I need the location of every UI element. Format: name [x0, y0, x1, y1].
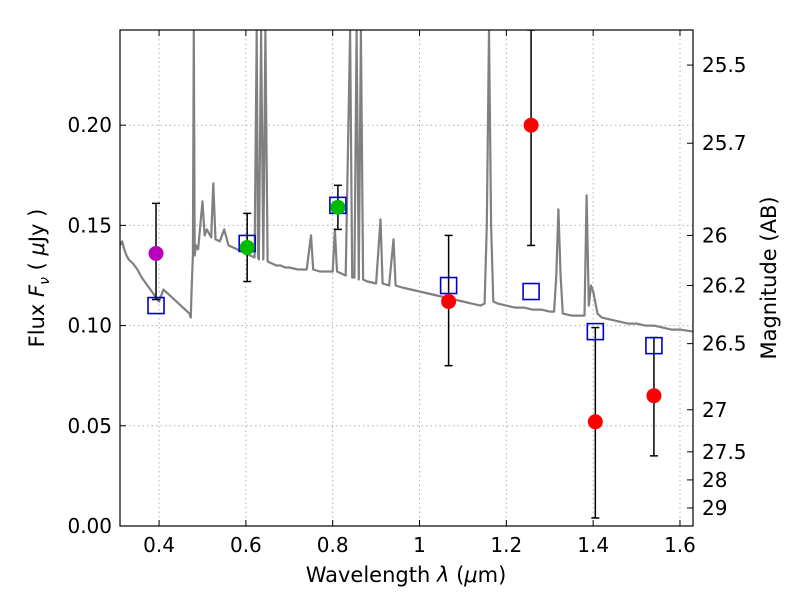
y-axis-label: Flux Fν ( μJy ): [25, 209, 53, 348]
model-spectrum-layer: [120, 30, 693, 333]
magnitude-tick-label: 27: [702, 398, 727, 422]
model-photometry-point: [439, 276, 458, 295]
ticks: 0.4 0.6 0.8 1 1.2 1.4 1.6 0.00 0.05 0.10 0.15 0.20 2…: [67, 30, 747, 557]
model-photometry-point: [522, 282, 540, 301]
magnitude-tick-label: 26.5: [702, 332, 747, 356]
plot-frame: [119, 29, 694, 527]
y-tick-label: 0.15: [67, 213, 112, 237]
x-tick-label: 0.8: [317, 533, 349, 557]
y-tick-label: 0.10: [67, 314, 112, 338]
observed-photometry-point: [646, 388, 662, 404]
magnitude-tick-label: 27.5: [702, 440, 747, 464]
observed-photometry-point: [523, 117, 539, 133]
data-points: [147, 117, 663, 430]
model-photometry-point: [586, 322, 605, 341]
x-tick-label: 0.4: [143, 533, 175, 557]
observed-photometry-point: [330, 199, 346, 215]
x-tick-label: 1.2: [490, 533, 522, 557]
observed-photometry-point: [441, 294, 457, 310]
magnitude-tick-label: 26: [702, 223, 727, 247]
observed-photometry-point: [148, 245, 164, 261]
y-axis-right-label: Magnitude (AB): [757, 196, 781, 359]
model-photometry-point: [645, 336, 663, 355]
y-tick-label: 0.20: [67, 113, 112, 137]
x-tick-label: 1.4: [577, 533, 609, 557]
x-tick-label: 1.6: [664, 533, 696, 557]
magnitude-tick-label: 28: [702, 468, 727, 492]
observed-photometry-point: [239, 239, 255, 255]
grid: [120, 30, 693, 527]
magnitude-tick-label: 29: [702, 496, 727, 520]
x-axis-label: Wavelength λ (μm): [306, 563, 507, 587]
model-spectrum-line: [120, 30, 693, 333]
y-tick-label: 0.00: [67, 514, 112, 538]
model-photometry-point: [147, 296, 165, 315]
x-tick-label: 1: [413, 533, 426, 557]
magnitude-tick-label: 25.7: [702, 131, 747, 155]
x-tick-label: 0.6: [230, 533, 262, 557]
observed-photometry-point: [587, 414, 603, 430]
y-tick-label: 0.05: [67, 414, 112, 438]
magnitude-tick-label: 25.5: [702, 53, 747, 77]
magnitude-tick-label: 26.2: [702, 274, 747, 298]
errorbars: [152, 30, 658, 519]
